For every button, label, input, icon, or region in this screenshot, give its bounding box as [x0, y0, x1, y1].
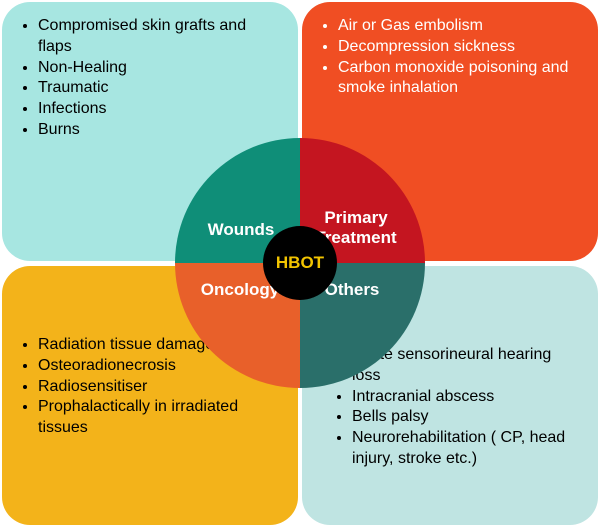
hub-hbot: HBOT [263, 226, 337, 300]
hub-label: HBOT [276, 253, 324, 273]
list-item: Compromised skin grafts and flaps [38, 16, 282, 58]
hbot-infographic: Compromised skin grafts and flapsNon-Hea… [0, 0, 600, 527]
list-item: Decompression sickness [338, 37, 582, 58]
list-item: Air or Gas embolism [338, 16, 582, 37]
list-item: Traumatic [38, 78, 282, 99]
list-item: Prophalactically in irradiated tissues [38, 397, 282, 439]
list-item: Infections [38, 99, 282, 120]
list-item: Carbon monoxide poisoning and smoke inha… [338, 58, 582, 100]
list-item: Non-Healing [38, 58, 282, 79]
list-wounds: Compromised skin grafts and flapsNon-Hea… [18, 16, 282, 141]
list-primary-treatment: Air or Gas embolismDecompression sicknes… [318, 16, 582, 99]
list-item: Neurorehabilitation ( CP, head injury, s… [352, 428, 582, 470]
list-item: Intracranial abscess [352, 387, 582, 408]
list-item: Bells palsy [352, 407, 582, 428]
